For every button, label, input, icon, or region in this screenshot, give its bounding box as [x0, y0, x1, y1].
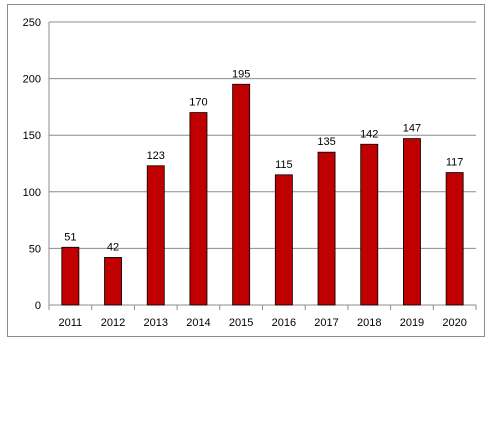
- chart-frame: 0 50 100 150 200 250 51 2011 42 2012 123 2013 170 201…: [7, 4, 485, 337]
- bar: [104, 257, 122, 306]
- bar: [317, 151, 336, 306]
- x-tick-label: 2020: [442, 317, 466, 329]
- x-tick-label: 2014: [186, 317, 210, 329]
- y-tick-label: 100: [23, 187, 41, 199]
- data-label: 51: [64, 231, 76, 243]
- bar: [189, 112, 208, 306]
- data-label: 123: [147, 150, 165, 162]
- bar: [232, 83, 251, 306]
- data-label: 195: [232, 68, 250, 80]
- y-tick-label: 200: [23, 74, 41, 86]
- bar: [445, 172, 464, 306]
- x-tick-label: 2011: [59, 317, 83, 329]
- bar: [146, 165, 165, 306]
- bar-chart: 0 50 100 150 200 250 51 2011 42 2012 123 2013 170 201…: [23, 17, 477, 329]
- data-label: 135: [317, 136, 335, 148]
- data-label: 147: [403, 123, 421, 135]
- data-label: 42: [107, 241, 119, 253]
- y-tick-label: 150: [23, 130, 41, 142]
- y-tick-label: 50: [29, 243, 41, 255]
- data-label: 115: [275, 159, 293, 171]
- x-tick-label: 2017: [314, 317, 338, 329]
- bar: [274, 174, 293, 306]
- data-label: 170: [189, 97, 207, 109]
- x-tick-label: 2019: [400, 317, 424, 329]
- x-tick-label: 2018: [357, 317, 381, 329]
- x-tick-label: 2016: [272, 317, 296, 329]
- y-tick-label: 250: [23, 17, 41, 29]
- data-label: 142: [360, 128, 378, 140]
- x-tick-label: 2012: [101, 317, 125, 329]
- bar: [360, 143, 379, 306]
- y-tick-label: 0: [35, 300, 41, 312]
- bar: [403, 138, 421, 306]
- data-label: 117: [446, 157, 464, 169]
- x-tick-label: 2013: [144, 317, 168, 329]
- x-tick-label: 2015: [229, 317, 253, 329]
- bar: [61, 246, 80, 306]
